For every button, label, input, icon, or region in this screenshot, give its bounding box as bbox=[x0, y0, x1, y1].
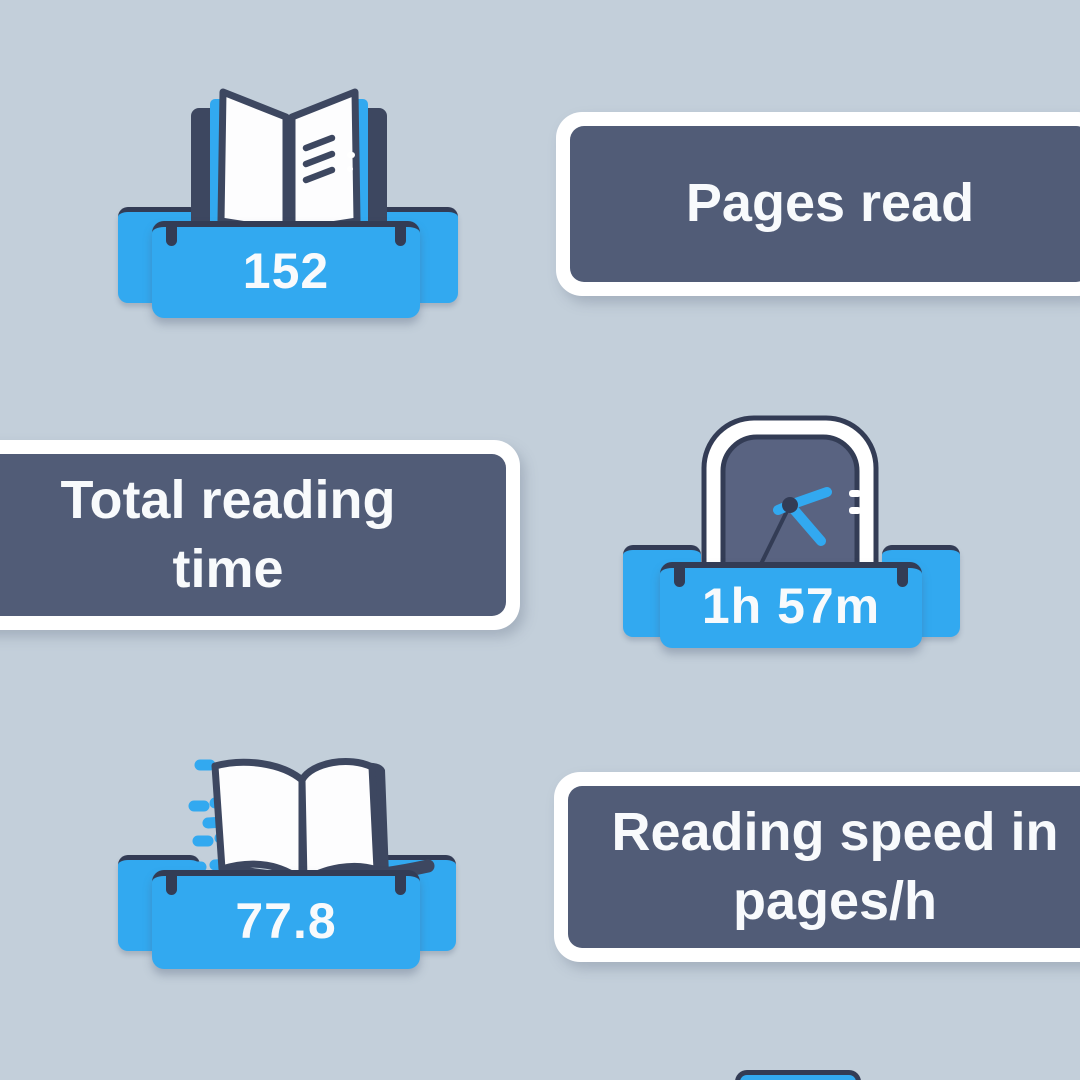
reading-speed-label: Reading speed in pages/h bbox=[611, 801, 1059, 931]
reading-speed-value-banner: 77.8 bbox=[152, 870, 420, 969]
total-reading-time-label: Total reading time bbox=[60, 469, 396, 599]
cropped-icon-top bbox=[735, 1070, 861, 1080]
reading-speed-label-box: Reading speed in pages/h bbox=[554, 772, 1080, 962]
reading-speed-ribbon: 77.8 bbox=[118, 853, 456, 969]
pages-read-ribbon: 152 bbox=[118, 205, 458, 320]
total-reading-time-value: 1h 57m bbox=[701, 578, 881, 634]
pages-read-label-box: Pages read bbox=[556, 112, 1080, 296]
reading-speed-value: 77.8 bbox=[235, 892, 337, 949]
open-book-icon bbox=[191, 88, 387, 234]
pages-read-label: Pages read bbox=[685, 173, 975, 234]
pages-read-value-banner: 152 bbox=[152, 221, 420, 318]
pages-read-value: 152 bbox=[242, 242, 330, 299]
total-reading-time-value-banner: 1h 57m bbox=[660, 562, 922, 648]
total-reading-time-ribbon: 1h 57m bbox=[623, 541, 960, 651]
total-reading-time-label-box: Total reading time bbox=[0, 440, 520, 630]
clock-icon bbox=[701, 415, 879, 562]
